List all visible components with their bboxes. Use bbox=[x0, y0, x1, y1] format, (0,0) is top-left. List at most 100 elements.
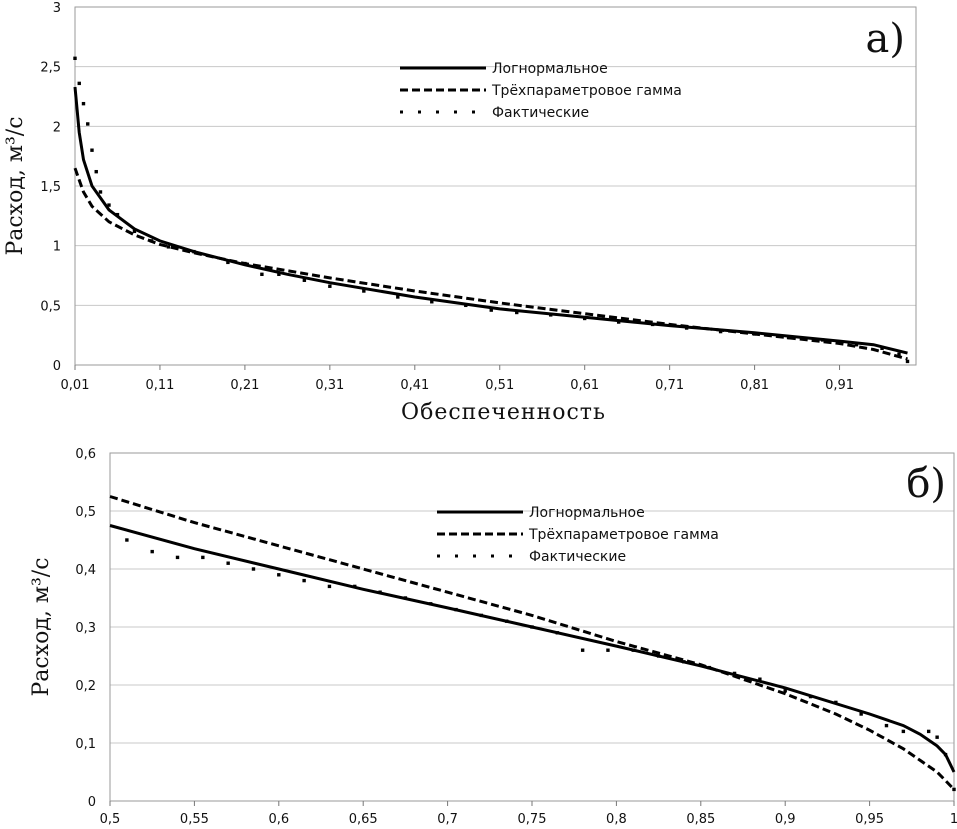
legend-label: Фактические bbox=[529, 549, 626, 565]
chart-panel-1: 00,511,522,530,01 0,11 0,21 0,31 0,41 0,51 0,6… bbox=[3, 1, 917, 425]
legend: Логнормальное Трёхпараметровое гамма Факти… bbox=[400, 61, 682, 121]
data-point bbox=[656, 654, 661, 658]
data-point bbox=[901, 729, 906, 734]
data-point bbox=[606, 648, 610, 652]
x-tick-label: 0,31 bbox=[315, 378, 344, 393]
x-tick-label: 0,91 bbox=[825, 378, 854, 393]
x-tick-label: 0,9 bbox=[775, 812, 796, 827]
data-point bbox=[94, 169, 98, 174]
data-point bbox=[251, 567, 256, 571]
data-point bbox=[880, 346, 884, 350]
x-tick-label: 0,5 bbox=[100, 812, 121, 827]
x-tick-label: 0,11 bbox=[145, 378, 174, 393]
panel-label: а) bbox=[866, 16, 905, 62]
data-point bbox=[166, 245, 171, 249]
x-axis-label: Обеспеченность bbox=[401, 400, 606, 425]
series-actual-points bbox=[125, 538, 956, 792]
y-axis-label: Расход, м³/с bbox=[29, 557, 54, 696]
legend-label: Фактические bbox=[492, 105, 589, 121]
data-point bbox=[489, 308, 493, 312]
series-actual-points bbox=[73, 56, 910, 364]
data-point bbox=[302, 578, 306, 583]
x-tick-label: 0,71 bbox=[655, 378, 684, 393]
data-point bbox=[260, 272, 264, 277]
legend-label: Логнормальное bbox=[529, 505, 645, 521]
x-tick-label: 0,7 bbox=[437, 812, 458, 827]
data-point bbox=[752, 332, 757, 336]
y-tick-label: 0,4 bbox=[75, 563, 96, 578]
data-point bbox=[277, 272, 281, 277]
data-point bbox=[820, 338, 825, 342]
data-point bbox=[555, 631, 560, 635]
data-point bbox=[90, 148, 94, 152]
data-point bbox=[429, 602, 433, 606]
data-point bbox=[243, 261, 247, 266]
data-point bbox=[926, 729, 931, 734]
data-point bbox=[580, 648, 585, 652]
data-point bbox=[758, 677, 762, 681]
data-point bbox=[859, 712, 863, 716]
y-tick-label: 0,5 bbox=[40, 299, 61, 314]
x-tick-label: 1 bbox=[950, 812, 957, 827]
data-point bbox=[132, 229, 137, 234]
y-axis-label: Расход, м³/с bbox=[3, 116, 28, 255]
x-tick-label: 0,95 bbox=[855, 812, 884, 827]
series-gamma-line bbox=[73, 167, 908, 361]
y-tick-label: 0,1 bbox=[75, 737, 96, 752]
data-point bbox=[884, 723, 889, 728]
legend: Логнормальное Трёхпараметровое гамма Факти… bbox=[437, 505, 719, 565]
data-point bbox=[464, 303, 468, 308]
series-lognormal-line bbox=[73, 86, 908, 355]
data-point bbox=[201, 555, 205, 560]
data-point bbox=[86, 122, 90, 126]
data-point bbox=[327, 584, 332, 589]
y-tick-label: 0,2 bbox=[75, 679, 96, 694]
data-point bbox=[631, 648, 635, 652]
data-point bbox=[353, 584, 357, 589]
data-point bbox=[952, 787, 956, 792]
data-point bbox=[277, 573, 281, 577]
data-point bbox=[149, 239, 154, 243]
data-point bbox=[834, 700, 838, 705]
data-point bbox=[98, 190, 103, 194]
data-point bbox=[783, 689, 787, 693]
data-point bbox=[682, 660, 686, 664]
y-tick-label: 0,5 bbox=[75, 505, 96, 520]
data-point bbox=[808, 694, 813, 699]
y-tick-label: 0 bbox=[53, 359, 61, 374]
data-point bbox=[479, 613, 484, 618]
data-point bbox=[430, 300, 434, 304]
data-point bbox=[107, 203, 111, 207]
data-point bbox=[150, 549, 154, 554]
data-point bbox=[362, 289, 366, 293]
data-point bbox=[378, 590, 382, 594]
legend-label: Логнормальное bbox=[492, 61, 608, 77]
data-point bbox=[905, 359, 910, 364]
panel-label: б) bbox=[906, 461, 946, 507]
data-point bbox=[454, 607, 458, 612]
data-point bbox=[504, 619, 509, 623]
data-point bbox=[77, 81, 81, 86]
data-point bbox=[707, 665, 711, 670]
chart-panel-2: 0 0,1 0,2 0,3 0,4 0,5 0,6 0,5 0,55 0,6 0,65 0,7 0,75… bbox=[29, 447, 957, 827]
y-tick-label: 0 bbox=[88, 795, 96, 810]
x-tick-label: 0,81 bbox=[740, 378, 769, 393]
data-point bbox=[616, 320, 621, 324]
y-tick-label: 2,5 bbox=[40, 61, 61, 76]
data-point bbox=[582, 316, 587, 321]
x-tick-label: 0,01 bbox=[61, 378, 90, 393]
y-tick-label: 0,6 bbox=[75, 447, 96, 462]
x-tick-label: 0,75 bbox=[518, 812, 547, 827]
data-point bbox=[530, 625, 534, 629]
legend-label: Трёхпараметровое гамма bbox=[491, 83, 682, 99]
data-point bbox=[786, 335, 791, 340]
data-point bbox=[403, 596, 408, 600]
data-point bbox=[854, 343, 859, 347]
data-point bbox=[328, 284, 332, 288]
data-point bbox=[943, 752, 948, 757]
y-tick-label: 1,5 bbox=[40, 180, 61, 195]
x-tick-label: 0,55 bbox=[180, 812, 209, 827]
data-point bbox=[192, 249, 196, 254]
data-point bbox=[396, 295, 400, 299]
